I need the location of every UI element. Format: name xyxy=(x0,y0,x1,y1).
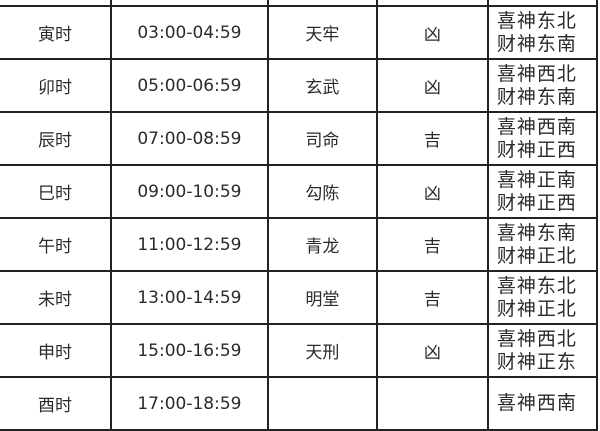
time-range-cell: 11:00-12:59 xyxy=(109,217,269,272)
deity-cell: 玄武 xyxy=(266,58,378,113)
branch-cell: 丑时 xyxy=(0,0,112,7)
wealth-god-direction: 财神正东 xyxy=(496,350,577,373)
wealth-god-direction: 财神正北 xyxy=(496,244,577,267)
table-row: 丑时01:00-02:59 喜神东北财神正南 xyxy=(0,0,599,7)
direction-cell: 喜神东北 财神东南 xyxy=(486,5,599,60)
direction-cell: 喜神西南 xyxy=(486,376,599,431)
joy-god-direction: 喜神西南 xyxy=(496,392,577,414)
direction-cell: 喜神正南 财神正西 xyxy=(486,164,599,219)
table-row: 酉时 17:00-18:59 喜神西南 xyxy=(0,376,599,431)
joy-god-direction: 喜神西北 xyxy=(496,327,577,350)
joy-god-direction: 喜神东南 xyxy=(496,221,577,244)
deity-cell: 青龙 xyxy=(266,217,378,272)
time-range-cell: 13:00-14:59 xyxy=(109,270,269,325)
deity-cell xyxy=(266,0,378,7)
deity-cell: 司命 xyxy=(266,111,378,166)
time-range-cell: 17:00-18:59 xyxy=(109,376,269,431)
luck-cell: 吉 xyxy=(375,217,489,272)
table-row: 午时 11:00-12:59 青龙吉喜神东南 财神正北 xyxy=(0,217,599,272)
joy-god-direction: 喜神西南 xyxy=(496,115,577,138)
branch-cell: 未时 xyxy=(0,270,112,325)
wealth-god-direction: 财神东南 xyxy=(496,32,577,55)
direction-cell: 喜神西南 财神正西 xyxy=(486,111,599,166)
direction-cell: 喜神西北 财神正东 xyxy=(486,323,599,378)
branch-cell: 卯时 xyxy=(0,58,112,113)
branch-cell: 巳时 xyxy=(0,164,112,219)
branch-cell: 申时 xyxy=(0,323,112,378)
time-range-cell: 03:00-04:59 xyxy=(109,5,269,60)
luck-cell: 吉 xyxy=(375,270,489,325)
deity-cell: 勾陈 xyxy=(266,164,378,219)
wealth-god-direction: 财神正西 xyxy=(496,191,577,214)
wealth-god-direction: 财神正西 xyxy=(496,138,577,161)
table-row: 寅时 03:00-04:59 天牢凶喜神东北 财神东南 xyxy=(0,5,599,60)
wealth-god-direction: 财神东南 xyxy=(496,85,577,108)
deity-cell: 天牢 xyxy=(266,5,378,60)
table-row: 巳时 09:00-10:59 勾陈凶喜神正南 财神正西 xyxy=(0,164,599,219)
luck-cell xyxy=(375,0,489,7)
joy-god-direction: 喜神西北 xyxy=(496,62,577,85)
table-row: 申时 15:00-16:59 天刑凶喜神西北 财神正东 xyxy=(0,323,599,378)
branch-cell: 午时 xyxy=(0,217,112,272)
table-row: 卯时 05:00-06:59 玄武凶喜神西北 财神东南 xyxy=(0,58,599,113)
joy-god-direction: 喜神东北 xyxy=(496,274,577,297)
luck-cell xyxy=(375,376,489,431)
direction-cell: 喜神西北 财神东南 xyxy=(486,58,599,113)
time-range-cell: 07:00-08:59 xyxy=(109,111,269,166)
joy-god-direction: 喜神正南 xyxy=(496,168,577,191)
direction-cell: 喜神东南 财神正北 xyxy=(486,217,599,272)
luck-cell: 凶 xyxy=(375,5,489,60)
luck-cell: 凶 xyxy=(375,323,489,378)
table-row: 未时 13:00-14:59 明堂吉喜神东北 财神正北 xyxy=(0,270,599,325)
time-range-cell: 01:00-02:59 xyxy=(109,0,269,7)
wealth-god-direction: 财神正南 xyxy=(497,0,596,3)
time-range-cell: 15:00-16:59 xyxy=(109,323,269,378)
wealth-god-direction: 财神正北 xyxy=(496,297,577,320)
time-range-cell: 05:00-06:59 xyxy=(109,58,269,113)
deity-cell xyxy=(266,376,378,431)
table-row: 辰时 07:00-08:59 司命吉喜神西南 财神正西 xyxy=(0,111,599,166)
luck-cell: 凶 xyxy=(375,164,489,219)
direction-cell: 喜神东北财神正南 xyxy=(486,0,599,7)
deity-cell: 明堂 xyxy=(266,270,378,325)
luck-cell: 吉 xyxy=(375,111,489,166)
time-range-cell: 09:00-10:59 xyxy=(109,164,269,219)
branch-cell: 辰时 xyxy=(0,111,112,166)
deity-cell: 天刑 xyxy=(266,323,378,378)
branch-cell: 寅时 xyxy=(0,5,112,60)
joy-god-direction: 喜神东北 xyxy=(496,9,577,32)
luck-cell: 凶 xyxy=(375,58,489,113)
direction-cell: 喜神东北 财神正北 xyxy=(486,270,599,325)
branch-cell: 酉时 xyxy=(0,376,112,431)
